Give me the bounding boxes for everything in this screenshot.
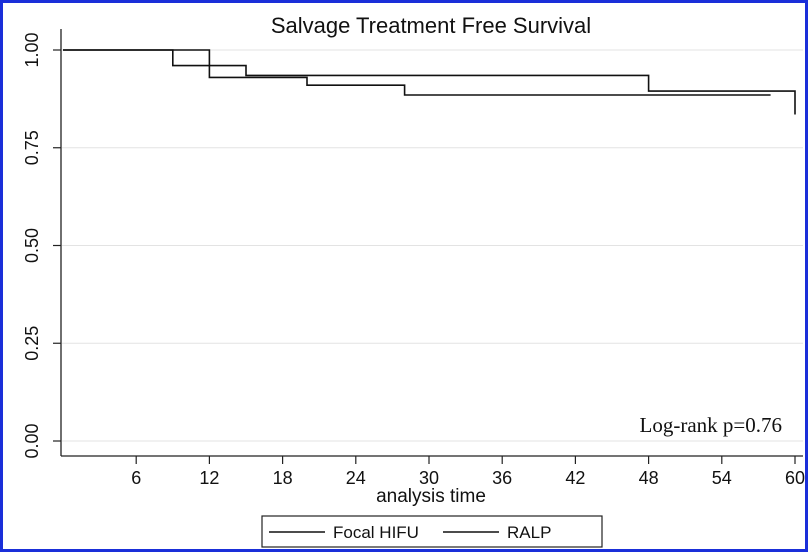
legend-label-focal-hifu: Focal HIFU: [333, 523, 419, 542]
y-tick-label: 0.00: [22, 423, 42, 458]
gridlines: [62, 49, 803, 442]
legend-label-ralp: RALP: [507, 523, 551, 542]
x-ticks: 6 12 18 24 30 36 42 48 54 60: [131, 456, 805, 488]
legend: Focal HIFU RALP: [261, 515, 603, 548]
x-tick-label: 12: [199, 468, 219, 488]
x-tick-label: 48: [639, 468, 659, 488]
x-tick-label: 36: [492, 468, 512, 488]
x-axis-label: analysis time: [376, 486, 486, 507]
x-tick-label: 30: [419, 468, 439, 488]
y-tick-label: 0.50: [22, 228, 42, 263]
y-ticks: 0.00 0.25 0.50 0.75 1.00: [22, 32, 61, 459]
logrank-annotation: Log-rank p=0.76: [640, 413, 782, 437]
series-line-focal-hifu: [63, 49, 796, 115]
x-tick-label: 18: [273, 468, 293, 488]
chart-title: Salvage Treatment Free Survival: [271, 13, 591, 38]
x-tick-label: 54: [712, 468, 732, 488]
x-tick-label: 24: [346, 468, 366, 488]
x-tick-label: 42: [565, 468, 585, 488]
y-tick-label: 0.25: [22, 326, 42, 361]
series-line-ralp: [63, 49, 771, 96]
survival-chart: Salvage Treatment Free Survival 0.00 0.25…: [22, 13, 805, 548]
series-lines: [63, 49, 796, 115]
x-tick-label: 6: [131, 468, 141, 488]
x-tick-label: 60: [785, 468, 805, 488]
y-tick-label: 0.75: [22, 130, 42, 165]
y-tick-label: 1.00: [22, 32, 42, 67]
